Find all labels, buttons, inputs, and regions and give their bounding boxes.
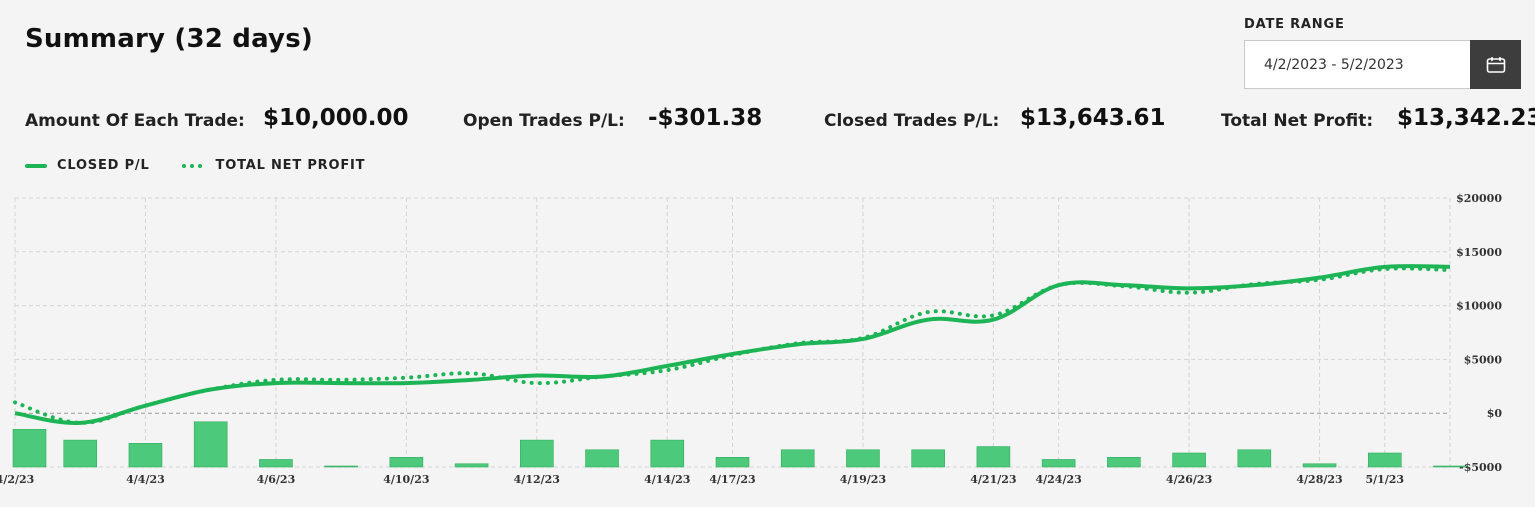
chart-legend: CLOSED P/L TOTAL NET PROFIT [25, 158, 397, 173]
bar [63, 439, 98, 468]
bar [520, 439, 554, 468]
open-trades-value: -$301.38 [648, 105, 763, 131]
bar [389, 457, 424, 468]
legend-closed-pl-label: CLOSED P/L [57, 158, 150, 173]
total-net-profit-value: $13,342.23 [1397, 105, 1535, 131]
bar [650, 439, 685, 468]
bar [193, 421, 228, 468]
bar [259, 459, 293, 468]
x-tick-label: 5/1/23 [1365, 473, 1404, 486]
bar [324, 465, 358, 468]
open-trades-label: Open Trades P/L: [463, 111, 625, 131]
amount-of-each-trade-value: $10,000.00 [263, 105, 409, 131]
x-tick-label: 4/19/23 [840, 473, 886, 486]
y-tick-label: $5000 [1464, 353, 1503, 366]
x-tick-label: 4/21/23 [970, 473, 1016, 486]
calendar-icon [1486, 56, 1505, 73]
legend-solid-line-swatch [25, 163, 47, 168]
bar [128, 443, 163, 468]
legend-total-net-profit[interactable]: TOTAL NET PROFIT [181, 158, 366, 173]
x-tick-label: 4/10/23 [383, 473, 429, 486]
bar [1107, 457, 1141, 468]
x-tick-label: 4/17/23 [709, 473, 755, 486]
page-title: Summary (32 days) [25, 24, 313, 54]
y-tick-label: $0 [1487, 407, 1503, 420]
date-range-label: DATE RANGE [1244, 17, 1345, 32]
y-tick-label: $20000 [1456, 192, 1502, 205]
date-range-input[interactable] [1245, 41, 1471, 88]
x-tick-label: 4/14/23 [644, 473, 690, 486]
bar [846, 449, 880, 468]
y-tick-label: $10000 [1456, 300, 1502, 313]
closed-trades-label: Closed Trades P/L: [824, 111, 1000, 131]
bar [12, 429, 47, 468]
x-tick-label: 4/12/23 [514, 473, 560, 486]
legend-dotted-line-swatch [181, 163, 206, 168]
closed-pl-line [14, 264, 1451, 425]
bar [976, 446, 1011, 468]
bar [1237, 449, 1272, 468]
x-tick-label: 4/6/23 [257, 473, 296, 486]
date-range-picker[interactable] [1244, 40, 1521, 89]
legend-closed-pl[interactable]: CLOSED P/L [25, 158, 150, 173]
total-net-profit-label: Total Net Profit: [1221, 111, 1374, 131]
bar [1302, 463, 1337, 468]
bar [1172, 452, 1206, 468]
amount-of-each-trade-label: Amount Of Each Trade: [25, 111, 245, 131]
bar [1367, 452, 1402, 468]
profit-chart: $20000 $15000 $10000 $5000 $0 -$5000 4/2/23 4/4… [0, 192, 1503, 486]
bar [454, 463, 489, 468]
x-tick-label: 4/26/23 [1166, 473, 1212, 486]
bar [780, 449, 815, 468]
y-tick-label: $15000 [1456, 246, 1502, 259]
closed-trades-value: $13,643.61 [1020, 105, 1166, 131]
bar [911, 449, 945, 468]
legend-total-net-profit-label: TOTAL NET PROFIT [215, 158, 366, 173]
bar [1433, 465, 1467, 468]
y-tick-label: -$5000 [1459, 461, 1502, 474]
x-tick-label: 4/24/23 [1035, 473, 1081, 486]
x-tick-label: 4/4/23 [126, 473, 165, 486]
x-tick-label: 4/28/23 [1296, 473, 1342, 486]
calendar-button[interactable] [1470, 40, 1521, 89]
x-tick-label: 4/2/23 [0, 473, 34, 486]
bar [715, 457, 750, 468]
bar [1041, 459, 1076, 468]
bar [585, 449, 619, 468]
